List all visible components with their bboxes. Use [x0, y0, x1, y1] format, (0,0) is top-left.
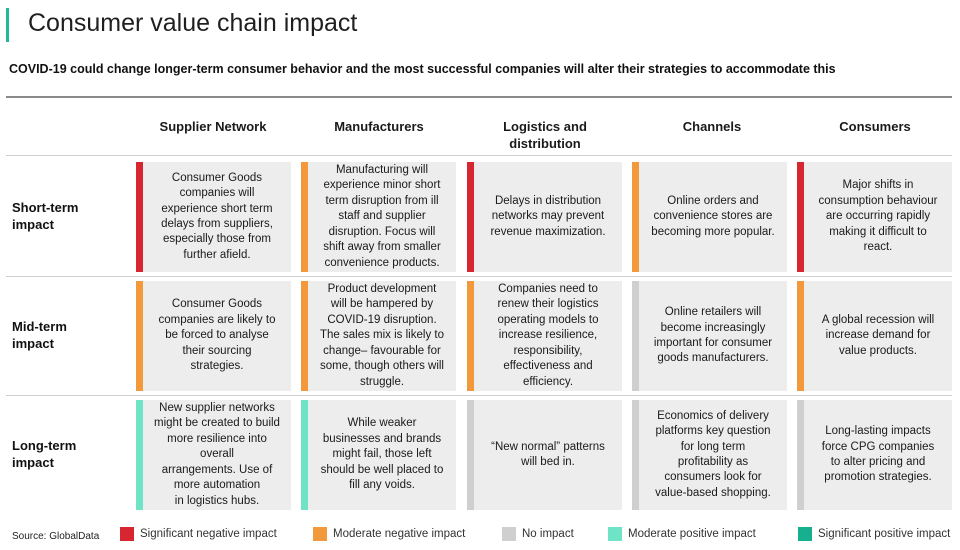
impact-cell-text: Companies need to renew their logistics … [497, 283, 599, 388]
source-note: Source: GlobalData [12, 531, 100, 542]
impact-indicator-bar [467, 162, 474, 272]
row-label: Short-term impact [12, 200, 79, 232]
impact-cell-text: Consumer Goods companies are likely to b… [158, 298, 276, 373]
page-subtitle: COVID-19 could change longer-term consum… [9, 62, 836, 76]
column-header: Consumers [839, 119, 911, 134]
legend-label: Moderate positive impact [628, 528, 756, 540]
impact-cell: Major shifts in consumption behaviour ar… [797, 162, 952, 272]
impact-cell: New supplier networks might be created t… [136, 400, 291, 510]
legend-item: Significant positive impact [798, 527, 950, 541]
legend-label: Moderate negative impact [333, 528, 466, 540]
row-divider [6, 155, 952, 156]
impact-cell-text: Online orders and convenience stores are… [651, 194, 775, 238]
impact-indicator-bar [797, 281, 804, 391]
impact-cell: Long-lasting impacts force CPG companies… [797, 400, 952, 510]
legend-swatch [608, 527, 622, 541]
impact-cell: Online retailers will become increasingl… [632, 281, 787, 391]
impact-cell-text: Major shifts in consumption behaviour ar… [818, 179, 938, 254]
column-header: Manufacturers [334, 119, 424, 134]
impact-cell: Consumer Goods companies are likely to b… [136, 281, 291, 391]
column-header: Logistics and distribution [503, 119, 587, 151]
impact-indicator-bar [632, 162, 639, 272]
impact-cell-text: Economics of delivery platforms key ques… [655, 409, 771, 499]
legend-swatch [798, 527, 812, 541]
impact-indicator-bar [301, 281, 308, 391]
impact-indicator-bar [467, 281, 474, 391]
impact-cell: A global recession will increase demand … [797, 281, 952, 391]
legend-swatch [313, 527, 327, 541]
impact-cell: While weaker businesses and brands might… [301, 400, 456, 510]
impact-cell-text: Product development will be hampered by … [319, 283, 444, 388]
impact-cell-text: Manufacturing will experience minor shor… [323, 164, 441, 269]
row-divider [6, 395, 952, 396]
row-label: Mid-term impact [12, 319, 67, 351]
legend-item: Moderate negative impact [313, 527, 465, 541]
impact-indicator-bar [136, 162, 143, 272]
impact-indicator-bar [136, 281, 143, 391]
impact-cell-text: While weaker businesses and brands might… [320, 417, 444, 492]
impact-cell: “New normal” patterns will bed in. [467, 400, 622, 510]
impact-indicator-bar [301, 162, 308, 272]
legend-swatch [502, 527, 516, 541]
legend-label: Significant negative impact [140, 528, 277, 540]
impact-indicator-bar [301, 400, 308, 510]
impact-indicator-bar [632, 400, 639, 510]
legend-item: Moderate positive impact [608, 527, 756, 541]
legend-label: Significant positive impact [818, 528, 951, 540]
impact-cell-text: New supplier networks might be created t… [154, 402, 280, 507]
row-label: Long-term impact [12, 438, 77, 470]
impact-indicator-bar [797, 162, 804, 272]
column-header: Supplier Network [159, 119, 267, 134]
impact-cell: Companies need to renew their logistics … [467, 281, 622, 391]
impact-cell-text: “New normal” patterns will bed in. [491, 440, 605, 468]
impact-indicator-bar [467, 400, 474, 510]
impact-cell-text: Online retailers will become increasingl… [653, 306, 773, 365]
impact-cell-text: Delays in distribution networks may prev… [490, 194, 606, 238]
legend-item: Significant negative impact [120, 527, 277, 541]
impact-cell: Online orders and convenience stores are… [632, 162, 787, 272]
impact-cell: Delays in distribution networks may prev… [467, 162, 622, 272]
impact-cell-text: A global recession will increase demand … [821, 313, 935, 357]
page-title: Consumer value chain impact [28, 9, 358, 37]
impact-cell: Consumer Goods companies will experience… [136, 162, 291, 272]
impact-cell: Manufacturing will experience minor shor… [301, 162, 456, 272]
legend-swatch [120, 527, 134, 541]
title-accent-bar [6, 8, 9, 42]
legend-label: No impact [522, 528, 574, 540]
impact-indicator-bar [797, 400, 804, 510]
impact-indicator-bar [136, 400, 143, 510]
impact-cell-text: Consumer Goods companies will experience… [161, 171, 273, 261]
header-rule [6, 96, 952, 98]
impact-cell: Economics of delivery platforms key ques… [632, 400, 787, 510]
impact-cell-text: Long-lasting impacts force CPG companies… [821, 425, 935, 484]
legend-item: No impact [502, 527, 574, 541]
row-divider [6, 276, 952, 277]
impact-indicator-bar [632, 281, 639, 391]
column-header: Channels [682, 119, 742, 134]
impact-cell: Product development will be hampered by … [301, 281, 456, 391]
